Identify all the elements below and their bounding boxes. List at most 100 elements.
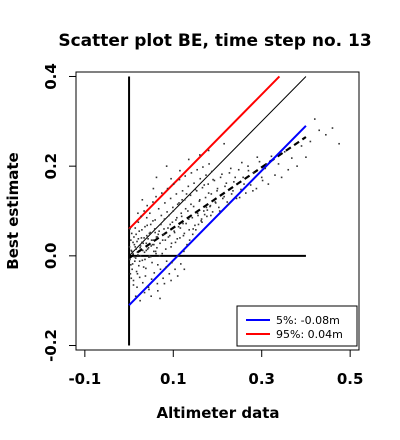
data-point	[172, 206, 174, 209]
data-point	[175, 193, 178, 195]
data-point	[139, 255, 142, 257]
data-point	[240, 188, 242, 191]
data-point	[207, 192, 210, 194]
y-tick-label: 0.2	[42, 153, 60, 180]
chart-title: Scatter plot BE, time step no. 13	[58, 31, 371, 51]
data-point	[177, 225, 180, 228]
data-point	[197, 214, 199, 217]
legend-label: 5%: -0.08m	[276, 314, 340, 327]
data-point	[164, 202, 166, 204]
data-point	[138, 276, 141, 279]
data-point	[138, 260, 141, 263]
x-tick-label: 0.1	[160, 370, 187, 388]
data-point	[267, 183, 270, 185]
data-point	[146, 204, 148, 207]
data-point	[296, 165, 298, 167]
data-point	[144, 258, 146, 261]
data-point	[225, 182, 228, 184]
data-point	[199, 198, 201, 201]
y-axis: -0.2 0.0 0.2 0.4	[42, 63, 76, 362]
data-point	[158, 255, 161, 257]
data-point	[150, 245, 152, 247]
data-point	[221, 173, 223, 176]
data-point	[174, 268, 176, 271]
data-point	[145, 242, 148, 245]
data-point	[152, 187, 155, 190]
data-point	[169, 197, 172, 200]
data-point	[210, 193, 213, 195]
data-point	[196, 212, 199, 215]
data-point	[206, 215, 208, 218]
data-point	[151, 243, 154, 246]
data-point	[168, 214, 170, 217]
data-point	[142, 266, 145, 268]
data-point	[255, 187, 258, 190]
data-point	[331, 127, 334, 129]
data-point	[184, 175, 187, 177]
data-point	[218, 210, 221, 212]
data-point	[198, 200, 201, 202]
data-point	[183, 268, 186, 271]
data-point	[143, 291, 146, 294]
data-point	[136, 240, 138, 243]
data-point	[153, 272, 156, 274]
data-point	[175, 219, 177, 221]
data-point	[176, 238, 179, 240]
data-point	[208, 163, 210, 165]
data-point	[166, 211, 168, 213]
data-point	[144, 275, 147, 277]
data-point	[145, 267, 147, 270]
data-point	[134, 257, 137, 259]
data-point	[150, 278, 153, 280]
data-point	[201, 186, 204, 189]
data-point	[155, 195, 157, 198]
data-point	[157, 290, 159, 292]
data-point	[145, 249, 148, 252]
data-point	[247, 169, 250, 172]
data-point	[180, 212, 183, 215]
data-point	[191, 216, 194, 219]
data-point	[260, 176, 263, 179]
data-points	[128, 118, 340, 302]
data-point	[171, 261, 173, 264]
data-point	[325, 133, 327, 136]
data-point	[206, 209, 209, 211]
data-point	[137, 254, 139, 256]
data-point	[188, 229, 190, 231]
data-point	[187, 210, 189, 212]
data-point	[264, 167, 267, 170]
data-point	[156, 282, 159, 285]
data-point	[134, 246, 137, 248]
data-point	[176, 203, 179, 206]
data-point	[190, 203, 192, 206]
data-point	[187, 185, 190, 188]
data-point	[192, 228, 194, 230]
data-point	[155, 176, 158, 179]
data-point	[131, 268, 133, 271]
data-point	[168, 272, 171, 275]
data-point	[134, 295, 137, 297]
data-point	[209, 204, 212, 207]
data-point	[242, 176, 244, 179]
identity-line	[128, 76, 307, 257]
data-point	[137, 221, 140, 224]
data-point	[147, 238, 149, 240]
data-point	[135, 270, 138, 273]
data-point	[159, 242, 161, 245]
data-point	[181, 190, 184, 192]
data-point	[234, 176, 236, 179]
data-point	[214, 201, 217, 203]
data-point	[194, 224, 196, 227]
data-point	[170, 279, 172, 282]
data-point	[157, 233, 160, 236]
data-point	[170, 177, 172, 180]
data-point	[188, 239, 191, 241]
data-point	[130, 277, 133, 280]
data-point	[152, 220, 154, 222]
data-point	[313, 118, 316, 120]
regression-line	[128, 136, 307, 259]
data-point	[161, 239, 164, 241]
data-point	[182, 234, 185, 237]
data-point	[238, 196, 241, 199]
data-point	[171, 221, 174, 224]
